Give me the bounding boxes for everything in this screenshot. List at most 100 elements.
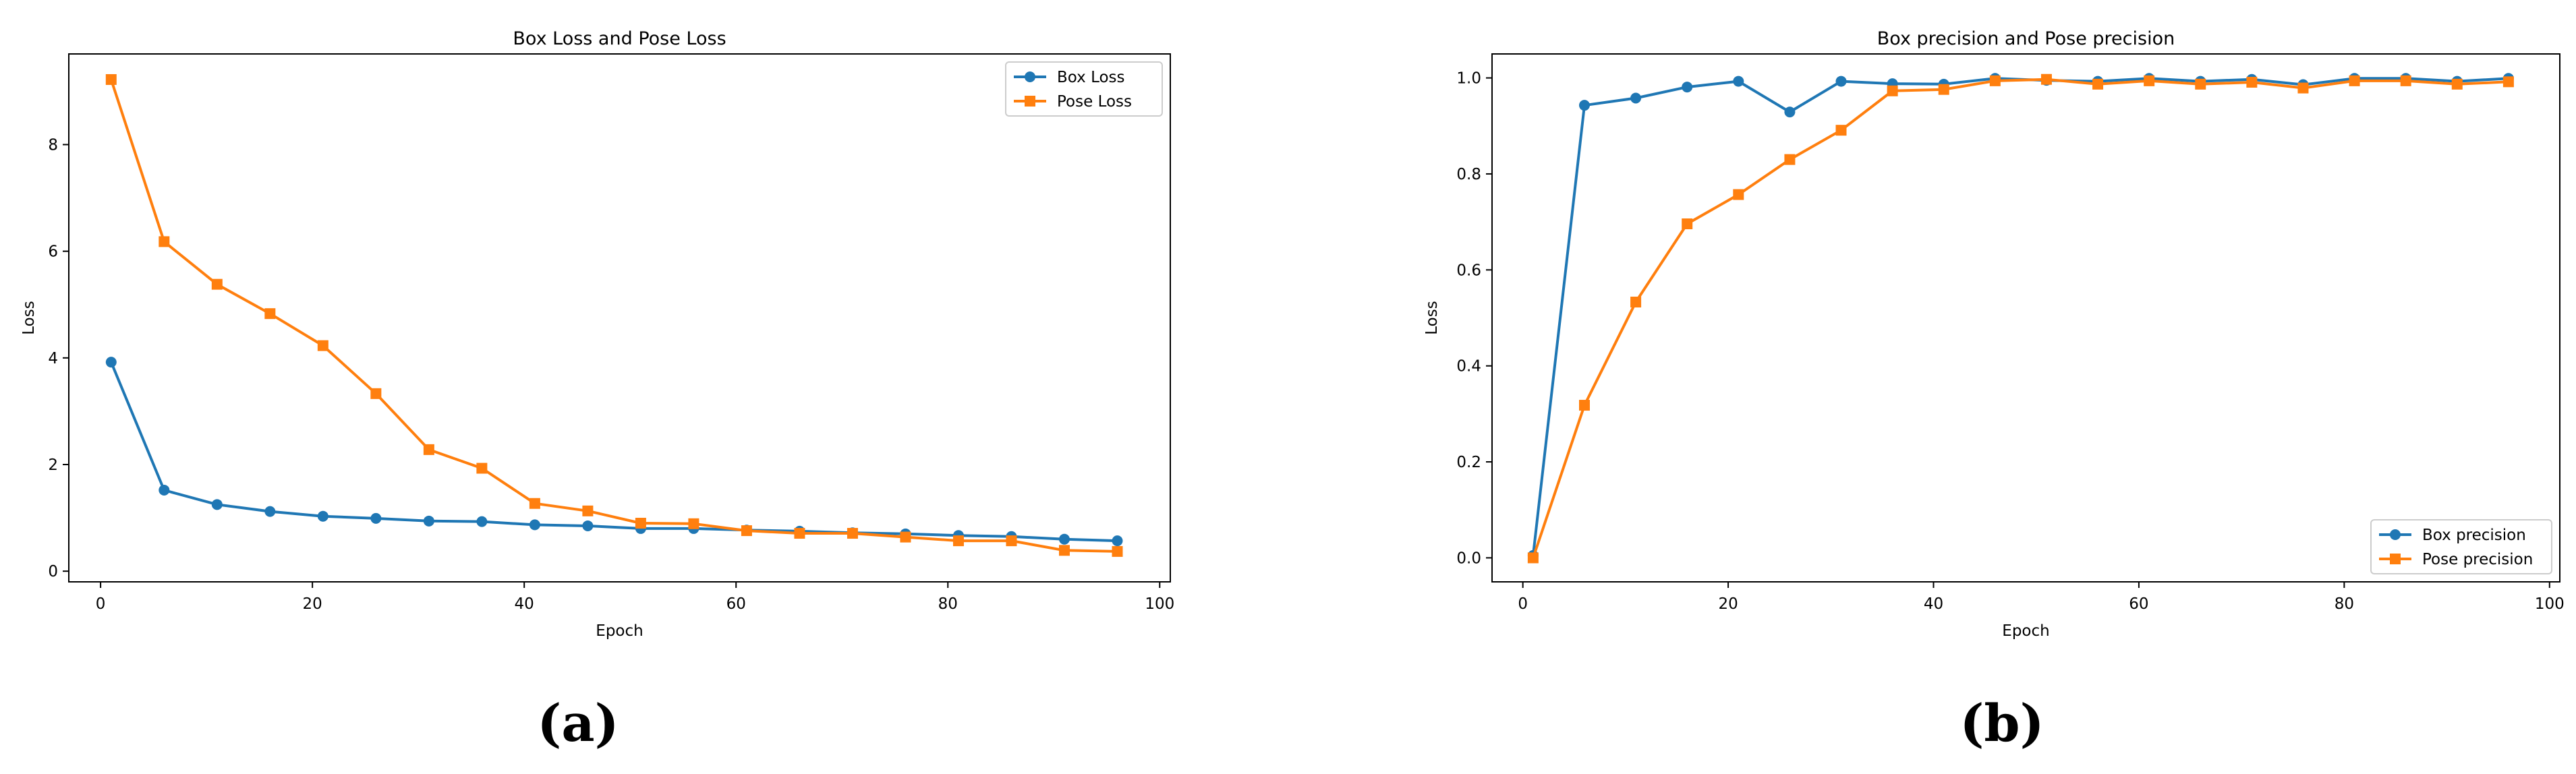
- data-point: [952, 535, 964, 547]
- data-point: [582, 505, 594, 516]
- legend-label: Pose precision: [2422, 551, 2533, 568]
- plot-frame: [1491, 53, 2560, 583]
- y-tick-label: 0.8: [1456, 166, 1481, 183]
- data-point: [2195, 78, 2206, 90]
- y-tick-label: 6: [48, 243, 58, 261]
- x-axis-label: Epoch: [596, 622, 643, 640]
- y-tick-label: 1.0: [1456, 70, 1481, 88]
- legend-item: Pose precision: [2379, 551, 2533, 568]
- data-point: [1835, 76, 1847, 87]
- data-point: [1733, 76, 1744, 87]
- data-point: [159, 484, 170, 496]
- data-point: [741, 525, 752, 537]
- x-tick-label: 20: [303, 595, 322, 613]
- legend-marker: [1025, 96, 1035, 107]
- data-point: [264, 506, 276, 517]
- data-point: [264, 308, 276, 320]
- plot-frame: [68, 53, 1171, 583]
- legend-label: Box precision: [2422, 527, 2526, 544]
- data-point: [317, 510, 328, 522]
- legend: Box precision Pose precision: [2370, 519, 2552, 574]
- data-point: [105, 73, 117, 85]
- data-point: [1058, 533, 1070, 545]
- data-point: [635, 518, 646, 529]
- x-tick-label: 80: [938, 595, 958, 613]
- series-pose-loss: [105, 73, 1123, 557]
- data-point: [211, 278, 223, 290]
- data-point: [1733, 189, 1744, 200]
- data-point: [1887, 85, 1898, 96]
- y-tick-label: 2: [48, 456, 58, 474]
- data-point: [529, 498, 540, 509]
- chart-title: Box Loss and Pose Loss: [513, 28, 726, 49]
- data-point: [1058, 545, 1070, 556]
- data-point: [1527, 552, 1539, 564]
- chart-b: Box precision and Pose precision 0 20 40 60 8…: [1423, 28, 2565, 640]
- legend: Box Loss Pose Loss: [1005, 61, 1163, 117]
- data-point: [1630, 92, 1642, 104]
- series-line: [109, 79, 1118, 553]
- data-point: [794, 528, 805, 539]
- data-point: [1682, 218, 1693, 229]
- data-point: [2297, 82, 2309, 94]
- y-axis-label: Loss: [20, 301, 38, 334]
- data-point: [1784, 107, 1796, 118]
- data-point: [423, 515, 434, 527]
- chart-a: Box Loss and Pose Loss 0 20 40 60 80 100 0 2 4 6 8 E…: [20, 28, 1174, 640]
- x-tick-label: 0: [96, 595, 106, 613]
- series-line: [1532, 78, 2509, 559]
- legend-label: Box Loss: [1057, 69, 1125, 86]
- data-point: [529, 519, 540, 531]
- legend-marker: [2390, 554, 2401, 564]
- data-point: [211, 499, 223, 510]
- caption-b: (b): [1959, 693, 2044, 753]
- x-tick-label: 80: [2335, 595, 2354, 613]
- legend-item: Pose Loss: [1014, 93, 1132, 111]
- data-point: [370, 512, 382, 524]
- data-point: [2092, 78, 2104, 90]
- data-point: [1578, 100, 1590, 111]
- data-point: [582, 520, 594, 531]
- data-point: [1112, 535, 1123, 547]
- data-point: [2400, 75, 2411, 86]
- y-tick-label: 4: [48, 350, 58, 367]
- x-tick-label: 60: [2129, 595, 2148, 613]
- y-tick-label: 0.2: [1456, 454, 1481, 471]
- x-tick-label: 100: [1145, 595, 1174, 613]
- y-tick-label: 0.0: [1456, 549, 1481, 567]
- data-point: [159, 236, 170, 247]
- y-axis-label: Loss: [1423, 301, 1441, 334]
- x-tick-label: 40: [1924, 595, 1943, 613]
- series-pose-precision: [1527, 73, 2514, 564]
- data-point: [2451, 78, 2463, 90]
- y-tick-label: 0: [48, 563, 58, 580]
- x-tick-label: 0: [1518, 595, 1528, 613]
- data-point: [1578, 400, 1590, 411]
- legend-label: Pose Loss: [1057, 93, 1132, 111]
- data-point: [1682, 82, 1693, 93]
- x-tick-label: 40: [515, 595, 534, 613]
- y-tick-label: 8: [48, 136, 58, 154]
- data-point: [1938, 84, 1949, 95]
- data-point: [370, 388, 382, 399]
- data-point: [476, 516, 488, 527]
- series-line: [109, 361, 1118, 543]
- data-point: [1835, 125, 1847, 136]
- data-point: [2349, 75, 2360, 86]
- data-point: [1006, 535, 1017, 547]
- legend-box: [2370, 519, 2552, 574]
- chart-title: Box precision and Pose precision: [1877, 28, 2175, 49]
- x-tick-label: 100: [2535, 595, 2565, 613]
- series-box-precision: [1527, 73, 2514, 561]
- data-point: [423, 444, 434, 455]
- data-point: [2144, 75, 2155, 86]
- legend-item: Box precision: [2379, 527, 2526, 544]
- data-point: [2502, 76, 2514, 88]
- x-tick-label: 20: [1718, 595, 1738, 613]
- data-point: [105, 357, 117, 368]
- legend-item: Box Loss: [1014, 69, 1125, 86]
- x-axis-label: Epoch: [2002, 622, 2049, 640]
- legend-marker: [2390, 529, 2401, 540]
- data-point: [1630, 297, 1642, 308]
